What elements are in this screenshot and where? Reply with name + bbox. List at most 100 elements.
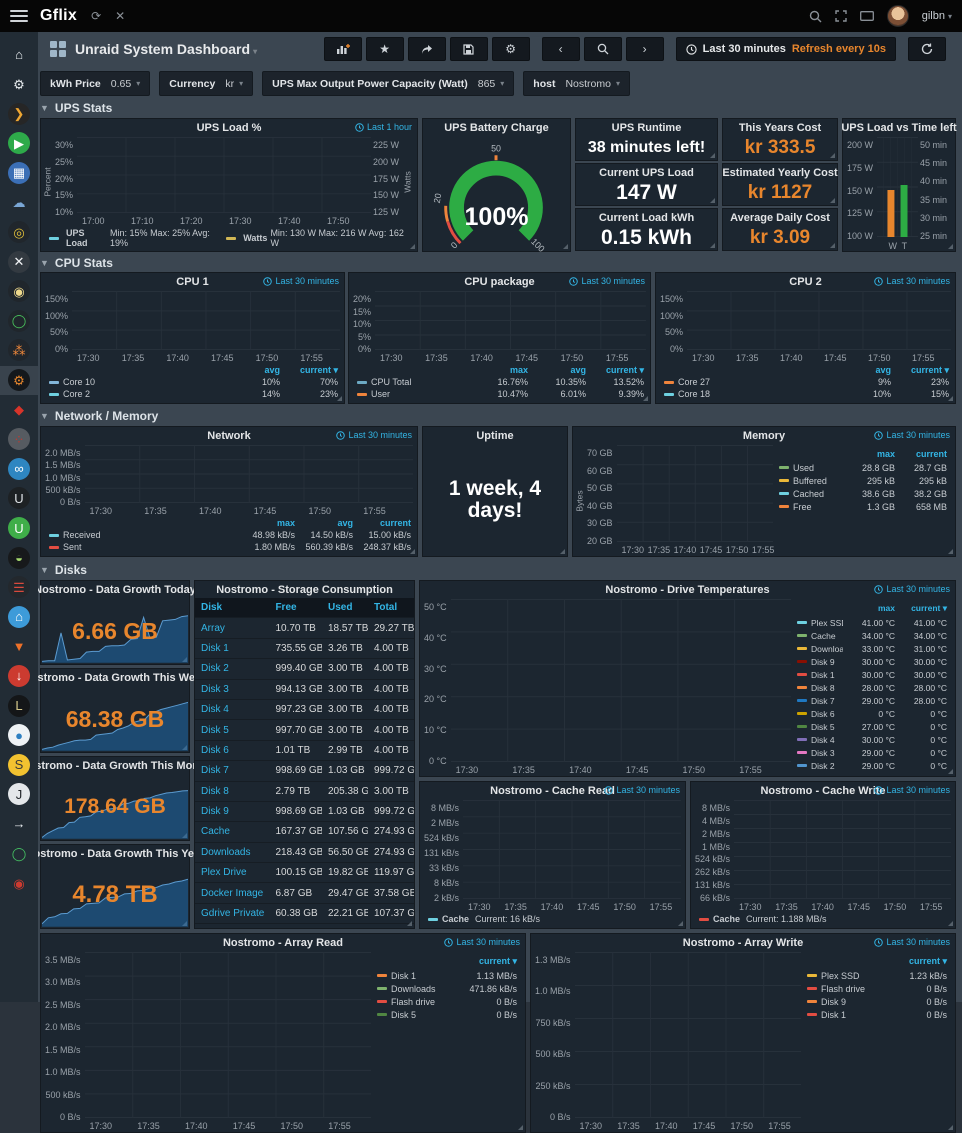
sidebar-item-jackett[interactable]: J: [0, 780, 38, 809]
plot-area[interactable]: 17:30 17:35 17:40 17:45 17:50 17:55: [84, 952, 371, 1132]
legend-col-current[interactable]: current: [379, 518, 411, 528]
panel-title[interactable]: Nostromo - Data Growth This Month: [20, 759, 210, 772]
plot-area[interactable]: 17:00 17:10 17:20 17:30 17:40 17:50: [77, 137, 371, 227]
series-name[interactable]: Downloads: [391, 983, 436, 994]
disk-link[interactable]: Disk 5: [201, 724, 229, 736]
sidebar-item-shield-app[interactable]: ◆: [0, 395, 38, 424]
disk-link[interactable]: Disk 6: [201, 744, 229, 756]
series-name[interactable]: Disk 2: [811, 760, 835, 771]
sidebar-item-search-app[interactable]: ◎: [0, 218, 38, 247]
sidebar-item-deluge[interactable]: ◒: [0, 543, 38, 572]
hamburger-menu-icon[interactable]: [10, 10, 28, 22]
sidebar-item-red-ring-app[interactable]: ◉: [0, 869, 38, 898]
series-name[interactable]: User: [357, 389, 470, 399]
sidebar-item-logout[interactable]: →: [0, 809, 38, 838]
plot-area[interactable]: 17:30 17:35 17:40 17:45 17:50 17:55: [450, 599, 791, 776]
panel-title[interactable]: Nostromo - Array Read: [222, 936, 343, 949]
sidebar-item-media-app[interactable]: ▦: [0, 158, 38, 187]
panel-title[interactable]: CPU package: [464, 275, 535, 288]
panel-title[interactable]: UPS Load vs Time left: [841, 121, 957, 134]
disk-link[interactable]: Cache: [201, 826, 230, 838]
series-name[interactable]: UPS Load: [66, 228, 88, 248]
sidebar-item-network-app[interactable]: ⁂: [0, 336, 38, 365]
plot-area[interactable]: 17:30 17:35 17:40 17:45 17:50 17:55: [375, 291, 646, 364]
settings-button[interactable]: ⚙: [491, 37, 530, 61]
panel-title[interactable]: Nostromo - Drive Temperatures: [605, 583, 770, 596]
series-name[interactable]: Cached: [793, 488, 825, 499]
series-name[interactable]: Disk 8: [811, 682, 835, 693]
legend-entry[interactable]: Watts Min: 130 W Max: 216 W Avg: 162 W: [226, 228, 409, 248]
legend-col-current[interactable]: current ▾: [911, 603, 947, 613]
plot-area[interactable]: 17:30 17:35 17:40 17:45 17:50 17:55: [463, 800, 681, 913]
legend-col-avg[interactable]: avg: [337, 518, 353, 528]
variable-value[interactable]: 865: [477, 77, 496, 90]
share-button[interactable]: [407, 37, 446, 61]
variable-host[interactable]: host Nostromo ▾: [523, 71, 630, 96]
fullscreen-icon[interactable]: [835, 10, 847, 22]
panel-title[interactable]: Current UPS Load: [599, 166, 694, 179]
panel-time-range[interactable]: Last 30 minutes: [874, 430, 950, 440]
section-header-network-memory[interactable]: ▼ Network / Memory: [40, 408, 158, 423]
series-name[interactable]: Disk 6: [811, 708, 835, 719]
series-name[interactable]: Parity: [811, 774, 843, 777]
series-name[interactable]: CPU Total: [357, 377, 470, 387]
panel-title[interactable]: UPS Runtime: [611, 121, 682, 134]
series-name[interactable]: Disk 1: [821, 1009, 847, 1020]
legend-col-max[interactable]: max: [509, 365, 528, 375]
sidebar-item-grafana[interactable]: ⚙: [0, 365, 38, 395]
series-name[interactable]: Disk 5: [811, 721, 835, 732]
sidebar-item-drop-app[interactable]: ●: [0, 721, 38, 750]
section-header-disks[interactable]: ▼ Disks: [40, 562, 87, 577]
table-col-total[interactable]: Total: [373, 602, 398, 614]
user-avatar[interactable]: [886, 5, 909, 27]
disk-link[interactable]: Disk 8: [201, 785, 229, 797]
series-name[interactable]: Downloads: [811, 643, 843, 654]
dashboard-title[interactable]: Unraid System Dashboard ▾: [75, 41, 258, 57]
plot-area[interactable]: 17:30 17:35 17:40 17:45 17:50 17:55: [734, 800, 951, 913]
sidebar-item-home[interactable]: ⌂: [0, 40, 38, 69]
panel-title[interactable]: Nostromo - Data Growth This Week: [22, 671, 208, 684]
series-name[interactable]: Cache: [442, 914, 470, 924]
series-name[interactable]: Received: [49, 530, 237, 540]
time-back-button[interactable]: ‹: [541, 37, 580, 61]
sidebar-item-blue-app[interactable]: ∞: [0, 454, 38, 483]
panel-time-range[interactable]: Last 30 minutes: [336, 430, 412, 440]
series-name[interactable]: Plex SSD: [811, 617, 843, 628]
panel-title[interactable]: Estimated Yearly Cost: [722, 166, 838, 179]
legend-col-current[interactable]: current ▾: [299, 364, 338, 375]
series-name[interactable]: Cache: [811, 630, 836, 641]
sidebar-item-tautulli[interactable]: ❯: [0, 99, 38, 128]
series-name[interactable]: Flash drive: [821, 983, 866, 994]
sidebar-item-sabnzbd[interactable]: S: [0, 750, 38, 779]
zoom-out-button[interactable]: [583, 37, 622, 61]
legend-col-current[interactable]: current ▾: [605, 364, 644, 375]
panel-title[interactable]: This Years Cost: [738, 121, 822, 134]
panel-title[interactable]: CPU 2: [789, 275, 822, 288]
panel-title[interactable]: Current Load kWh: [598, 211, 695, 224]
series-name[interactable]: Cache: [713, 914, 741, 924]
panel-title[interactable]: Network: [207, 429, 251, 442]
panel-title[interactable]: Memory: [742, 429, 786, 442]
disk-link[interactable]: Disk 9: [201, 806, 229, 818]
series-name[interactable]: Core 27: [664, 377, 833, 387]
disk-link[interactable]: Plex Drive: [201, 867, 247, 879]
section-header-cpu-stats[interactable]: ▼ CPU Stats: [40, 255, 113, 270]
sidebar-item-gold-circle-app[interactable]: ◉: [0, 277, 38, 306]
panel-time-range[interactable]: Last 1 hour: [355, 122, 412, 132]
panel-title[interactable]: Nostromo - Cache Write: [760, 784, 886, 797]
table-col-used[interactable]: Used: [328, 602, 353, 614]
sidebar-item-plex[interactable]: ▶: [0, 129, 38, 158]
variable-value[interactable]: Nostromo: [565, 77, 611, 90]
star-button[interactable]: ★: [365, 37, 404, 61]
plot-area[interactable]: 17:30 17:35 17:40 17:45 17:50 17:55: [574, 952, 801, 1132]
save-button[interactable]: [449, 37, 488, 61]
sidebar-item-green-ring-app[interactable]: ◯: [0, 306, 38, 335]
sidebar-item-ubiquiti[interactable]: U: [0, 484, 38, 513]
panel-title[interactable]: Nostromo - Storage Consumption: [216, 583, 393, 596]
series-name[interactable]: Disk 7: [811, 695, 835, 706]
disk-link[interactable]: Disk 3: [201, 683, 229, 695]
variable-ups-max-output-power-capacity-watt-[interactable]: UPS Max Output Power Capacity (Watt) 865 ▾: [262, 71, 515, 96]
disk-link[interactable]: Docker Image: [201, 887, 264, 899]
plot-area[interactable]: 17:30 17:35 17:40 17:45 17:50 17:55: [84, 445, 413, 517]
time-forward-button[interactable]: ›: [625, 37, 664, 61]
